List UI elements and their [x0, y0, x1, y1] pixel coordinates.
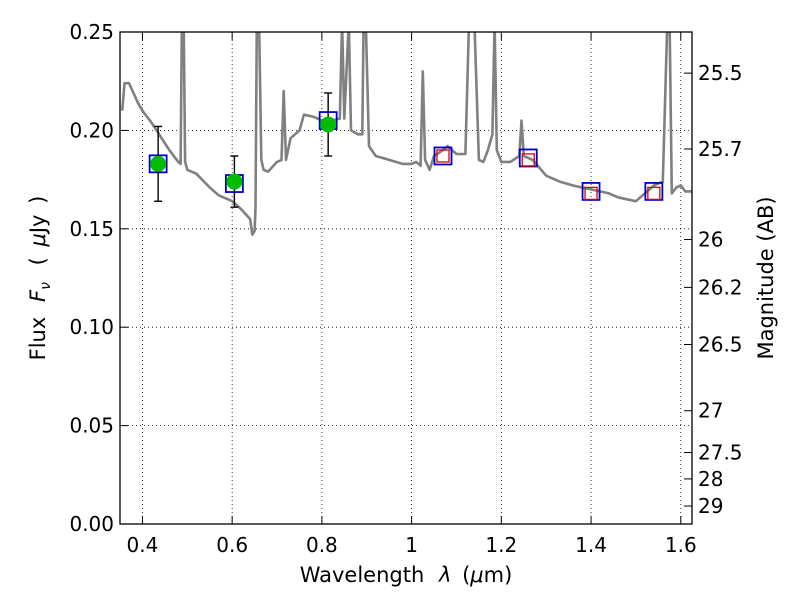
- plot-area: [120, 32, 692, 524]
- x-tick-label: 1.6: [665, 533, 697, 557]
- upper-limit-square: [521, 153, 535, 167]
- y2-tick-label: 25.5: [698, 61, 743, 85]
- y-tick-label: 0.15: [69, 217, 114, 241]
- detection-point: [150, 155, 167, 172]
- y-tick-label: 0.00: [69, 512, 114, 536]
- ticks: 0.4 0.6 0.8 1 1.2 1.4 1.6 0.00 0.05 0.10 0.15 0.20 0…: [69, 20, 742, 557]
- y2-tick-label: 28: [698, 467, 723, 491]
- y-tick-label: 0.20: [69, 118, 114, 142]
- y2-tick-label: 27.5: [698, 441, 743, 465]
- spectrum-line: [120, 32, 692, 236]
- y-tick-label: 0.05: [69, 414, 114, 438]
- detection-point: [320, 116, 337, 133]
- model-photometry-square: [433, 146, 453, 166]
- x-tick-label: 0.8: [306, 533, 338, 557]
- x-tick-label: 0.4: [127, 533, 159, 557]
- x-tick-label: 1: [405, 533, 418, 557]
- upper-limit-square: [647, 186, 661, 201]
- x-tick-label: 0.6: [216, 533, 248, 557]
- x-tick-label: 1.2: [485, 533, 517, 557]
- y2-tick-label: 27: [698, 399, 723, 423]
- upper-limit-square: [436, 149, 450, 163]
- y-tick-label: 0.10: [69, 315, 114, 339]
- model-spectrum: [120, 32, 692, 236]
- y2-tick-label: 26.2: [698, 275, 743, 299]
- y-axis-label: Flux Fν ( μJy ): [26, 196, 55, 361]
- y2-tick-label: 25.7: [698, 137, 743, 161]
- x-tick-label: 1.4: [575, 533, 607, 557]
- y2-tick-label: 26.5: [698, 333, 743, 357]
- y2-tick-label: 26: [698, 228, 723, 252]
- upper-limit-square: [584, 186, 598, 201]
- y-tick-label: 0.25: [69, 20, 114, 44]
- y2-axis-label: Magnitude (AB): [754, 196, 778, 359]
- markers: [148, 92, 664, 208]
- y2-tick-label: 29: [698, 494, 723, 518]
- detection-point: [226, 173, 243, 190]
- plot-frame: [119, 31, 693, 525]
- x-axis-label: Wavelength λ (μm): [300, 563, 513, 587]
